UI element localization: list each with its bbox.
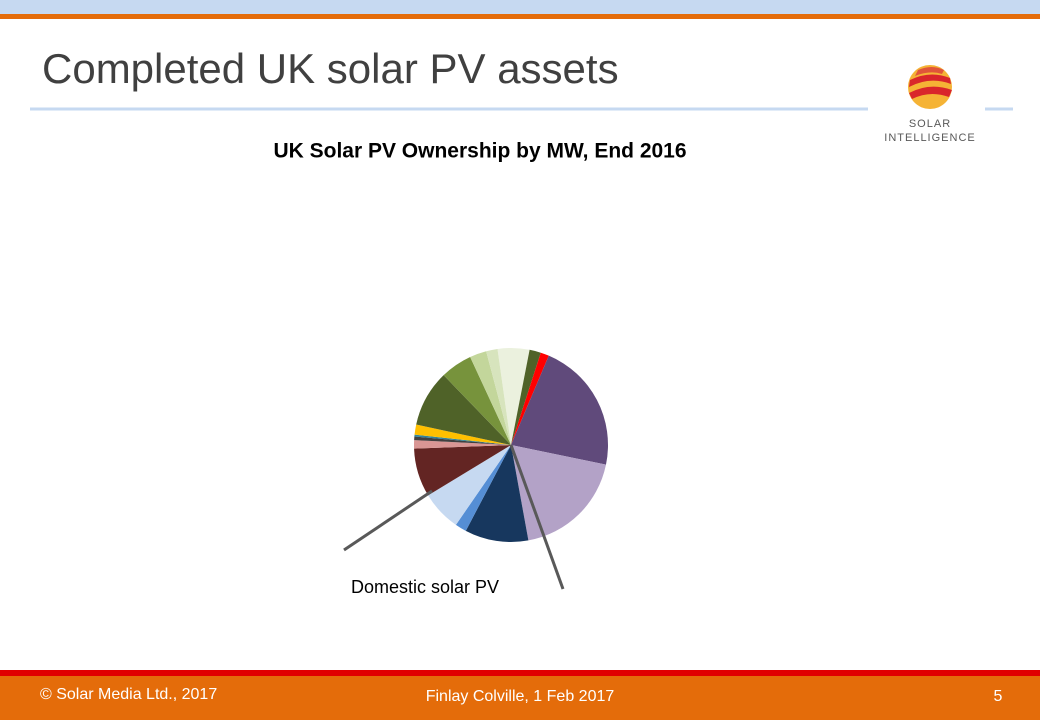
footer-author: Finlay Colville, 1 Feb 2017 — [426, 688, 615, 705]
pie-slice — [414, 445, 511, 496]
pie-slice — [414, 436, 511, 445]
footer-stripe — [0, 670, 1040, 676]
top-band — [0, 0, 1040, 14]
pie-slice — [486, 348, 511, 445]
chart-title: UK Solar PV Ownership by MW, End 2016 — [273, 140, 686, 163]
pie-slice — [455, 445, 511, 531]
pie-slice — [414, 434, 511, 445]
logo: SOLAR INTELLIGENCE — [884, 65, 975, 144]
pie-slice — [465, 445, 529, 542]
slide-title: Completed UK solar PV assets — [42, 45, 619, 92]
pie-slice — [470, 351, 511, 445]
footer-copyright: © Solar Media Ltd., 2017 — [40, 686, 217, 703]
pie-slice — [497, 348, 530, 445]
page-number: 5 — [994, 688, 1003, 705]
pie-slice — [511, 352, 549, 445]
footer-band — [0, 676, 1040, 720]
pie-slice — [414, 424, 511, 445]
logo-text: INTELLIGENCE — [884, 132, 975, 144]
pie — [413, 348, 608, 542]
annotation: Domestic solar PV — [351, 577, 499, 597]
logo-text: SOLAR — [909, 118, 951, 130]
pie-slice — [428, 445, 511, 525]
leader-line — [343, 489, 433, 552]
pie-slice — [511, 445, 606, 541]
pie-slice — [443, 357, 511, 445]
pie-slice — [413, 440, 511, 449]
pie-slice — [416, 375, 511, 445]
pie-slice — [511, 349, 541, 445]
top-stripe — [0, 14, 1040, 19]
pie-slice — [511, 355, 608, 465]
leader-line — [509, 444, 565, 590]
